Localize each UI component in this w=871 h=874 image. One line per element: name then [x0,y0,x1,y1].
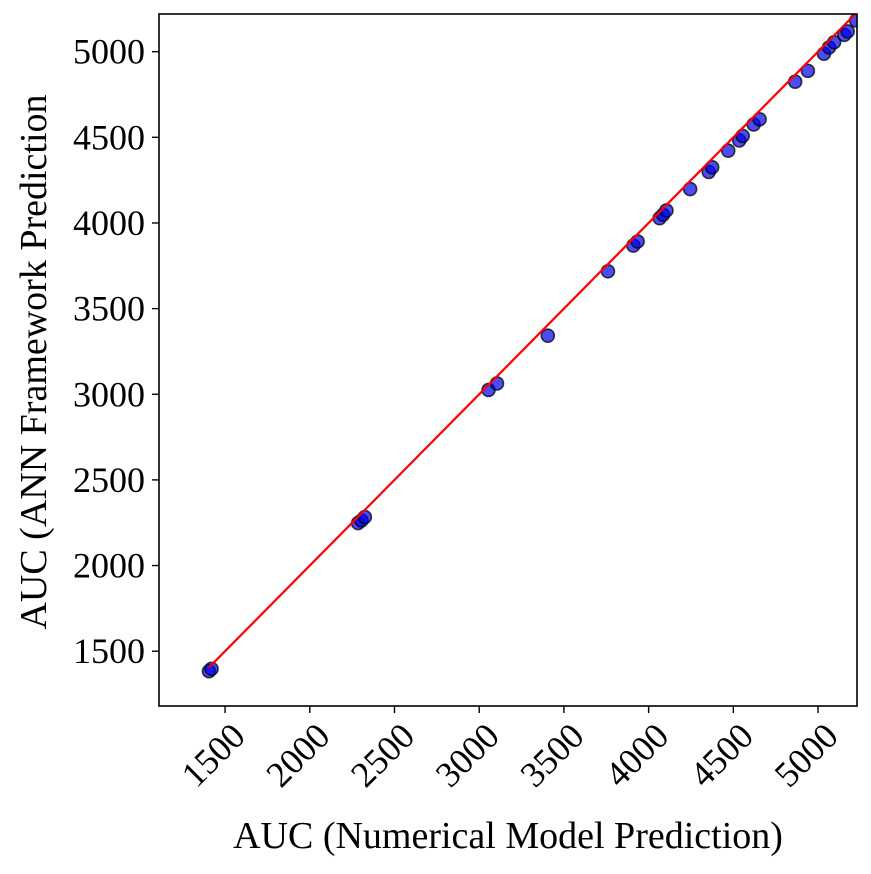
data-point [704,160,720,175]
x-tick-label: 2500 [343,715,422,794]
x-tick-label: 5000 [767,715,846,794]
y-tick-label: 3000 [73,374,145,414]
y-tick-label: 4000 [73,203,145,243]
y-tick-label: 1500 [73,631,145,671]
data-point [848,14,857,28]
y-tick-label: 4500 [73,117,145,157]
x-tick-label: 2000 [258,715,337,794]
y-tick-label: 3500 [73,289,145,329]
reference-line [208,14,857,669]
plot-area [201,14,857,679]
data-point [489,376,505,391]
x-tick-label: 3000 [428,715,507,794]
data-point [204,661,219,677]
y-axis-label: AUC (ANN Framework Prediction [13,94,55,629]
x-tick-label: 4500 [682,715,761,794]
data-point [540,328,556,343]
data-point [752,112,767,127]
plot-frame [158,13,858,707]
y-tick-label: 2000 [73,546,145,586]
x-tick-label: 1500 [174,715,253,794]
data-point [787,74,803,89]
y-tick-label: 5000 [73,32,145,72]
y-tick-label: 2500 [73,460,145,500]
plot-layer [201,14,857,679]
data-point [720,143,736,158]
data-point [600,263,616,279]
x-tick-label: 3500 [512,715,591,794]
data-point [357,509,373,525]
x-axis-label: AUC (Numerical Model Prediction) [233,815,783,857]
data-point [630,234,645,249]
data-point [800,63,816,79]
data-point [840,24,855,39]
x-tick-label: 4000 [597,715,676,794]
